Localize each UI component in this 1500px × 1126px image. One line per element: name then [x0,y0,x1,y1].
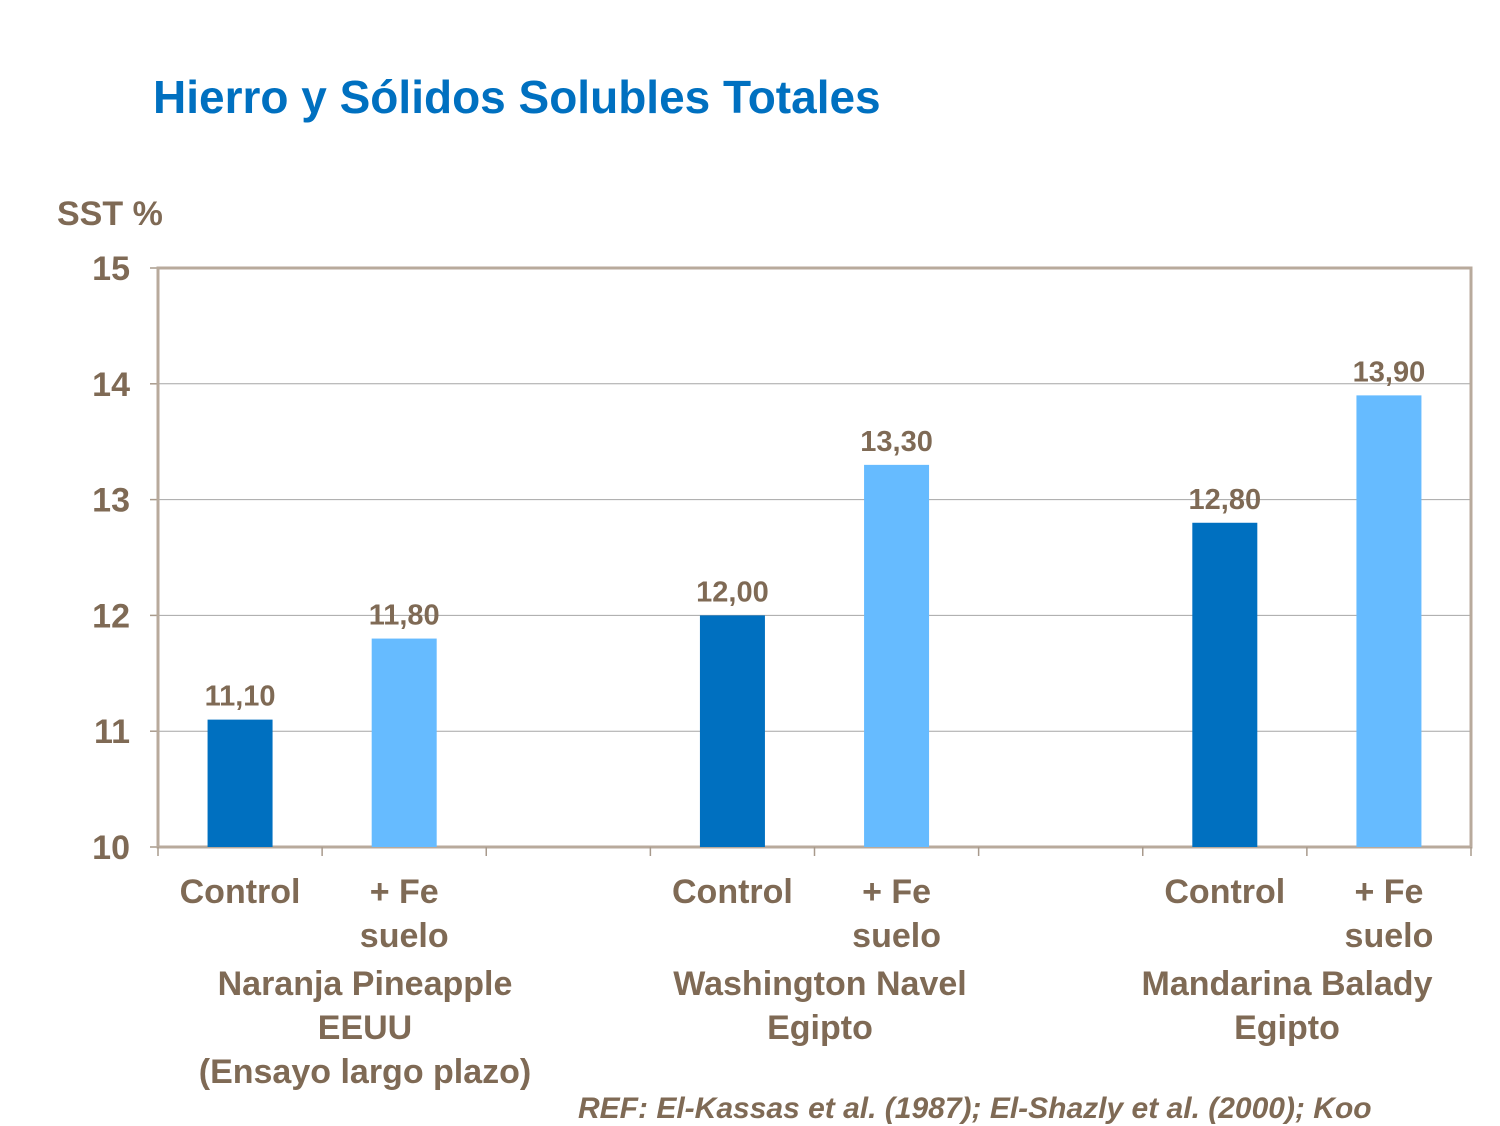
data-label: 11,80 [369,600,440,632]
x-category-label: + Fe [370,873,439,911]
chart-title: Hierro y Sólidos Solubles Totales [153,71,881,123]
x-category-label: Control [1164,873,1285,911]
group-label-washington: Washington Navel Egipto [673,965,967,1047]
bar [864,464,930,847]
y-tick-label: 15 [92,250,130,288]
x-category-label: + Fe [1354,873,1423,911]
y-tick-label: 13 [92,482,130,520]
plot-border [156,266,1473,849]
y-axis-label: SST % [57,195,163,233]
group-label-naranja: Naranja Pineapple EEUU (Ensayo largo pla… [198,965,532,1091]
bar [1192,522,1258,847]
x-category-label: suelo [1345,917,1434,955]
x-category-label: + Fe [862,873,931,911]
data-label: 13,90 [1353,356,1426,388]
y-tick-label: 10 [92,829,130,867]
reference-note: REF: El-Kassas et al. (1987); El-Shazly … [578,1092,1372,1125]
data-label: 12,00 [696,576,769,608]
group-label-mandarina: Mandarina Balady Egipto [1141,965,1433,1047]
y-tick-label: 12 [92,597,130,635]
y-tick-label: 11 [94,713,130,751]
bar [1356,395,1422,847]
y-tick-label: 14 [92,366,130,404]
data-label: 12,80 [1189,484,1262,516]
data-label: 13,30 [860,426,933,458]
x-category-label: Control [672,873,793,911]
bar [207,719,273,847]
bar [371,638,437,847]
x-category-label: suelo [360,917,449,955]
data-label: 11,10 [205,681,276,713]
bar [699,615,765,847]
x-category-label: suelo [852,917,941,955]
x-category-label: Control [180,873,301,911]
